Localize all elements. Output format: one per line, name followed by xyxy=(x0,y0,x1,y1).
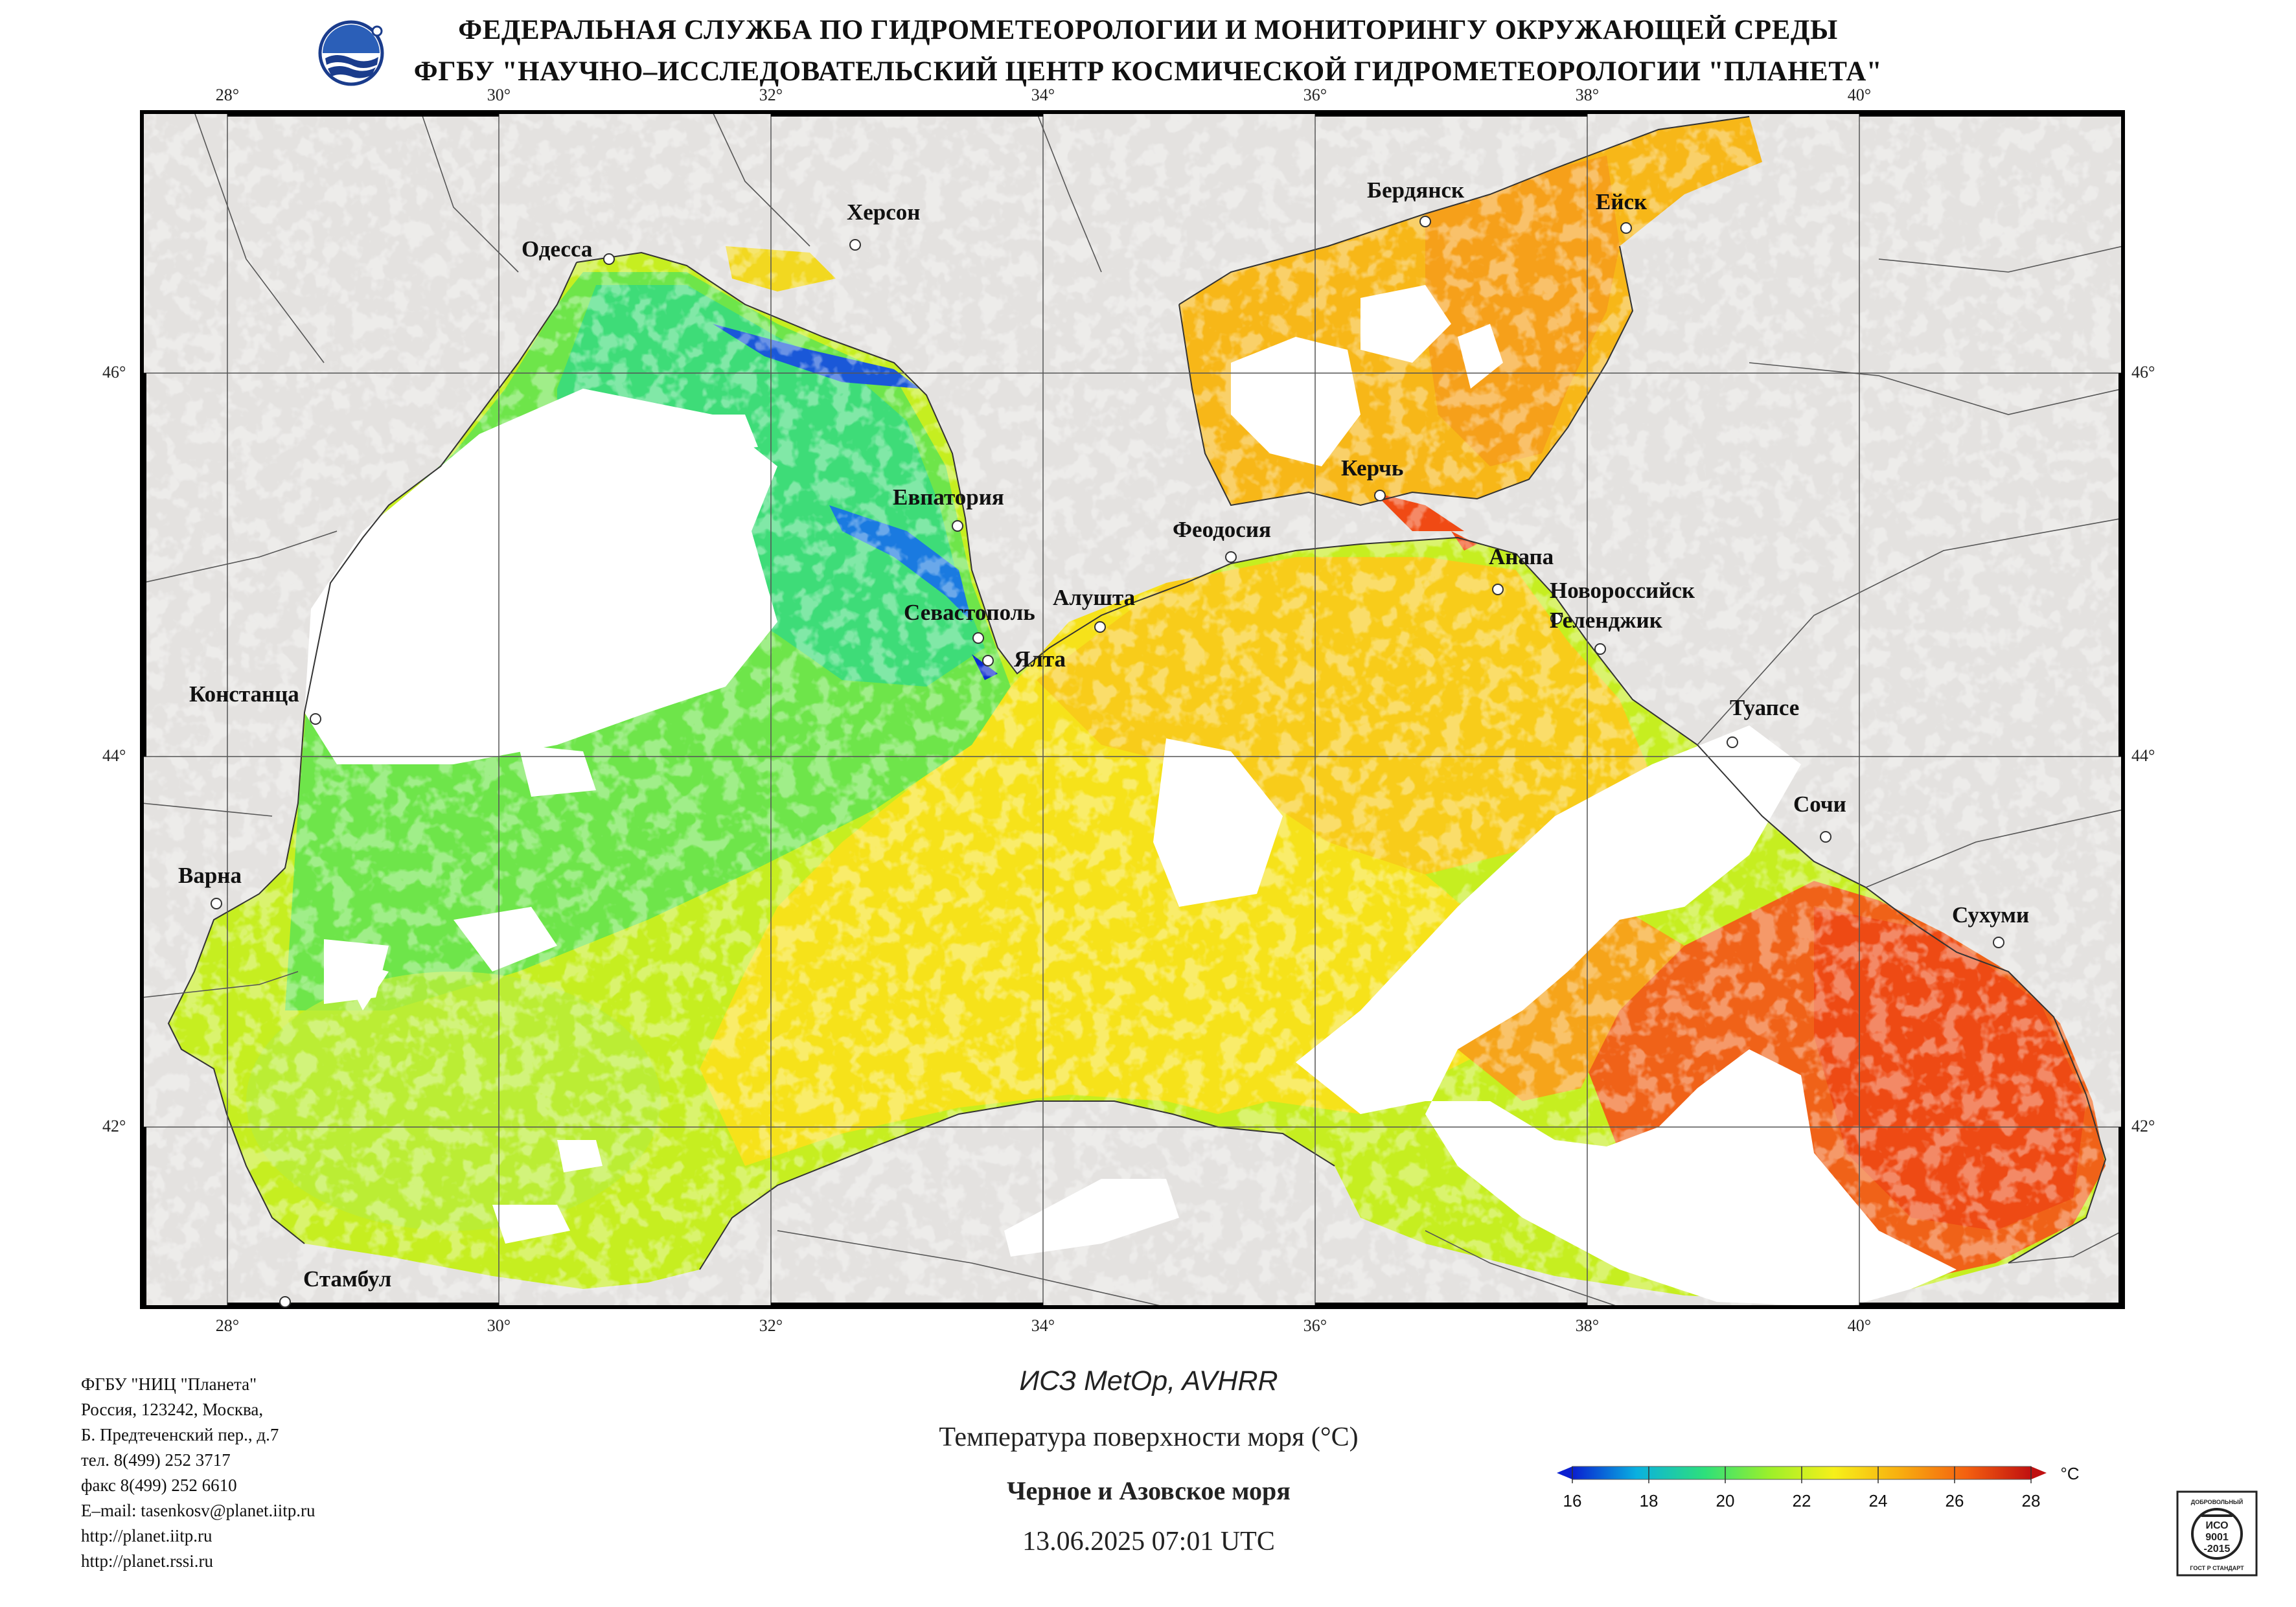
header-title-line1: ФЕДЕРАЛЬНАЯ СЛУЖБА ПО ГИДРОМЕТЕОРОЛОГИИ … xyxy=(458,15,1838,45)
colorbar-unit: °C xyxy=(2060,1464,2079,1483)
colorbar-tick-label: 18 xyxy=(1640,1491,1659,1510)
datetime-caption: 13.06.2025 07:01 UTC xyxy=(1022,1527,1275,1556)
temperature-colorbar: 16 18 20 22 24 26 28 °C xyxy=(1557,1464,2080,1510)
city-label-yalta: Ялта xyxy=(1014,646,1066,672)
lon-label-top: 28° xyxy=(215,85,240,104)
lat-label-left: 44° xyxy=(102,746,126,765)
iso-certification-stamp: ДОБРОВОЛЬНЫЙ ИСО 9001 -2015 ГОСТ Р СТАНД… xyxy=(2176,1490,2258,1577)
city-label-yeysk: Ейск xyxy=(1596,189,1647,214)
frame-side-ticks xyxy=(140,110,2125,1309)
lon-label-bottom: 40° xyxy=(1847,1316,1872,1335)
city-label-berdyansk: Бердянск xyxy=(1367,177,1465,203)
lat-label-left: 46° xyxy=(102,363,126,382)
city-label-novorossiysk: Новороссийск xyxy=(1550,578,1695,603)
contact-line: тел. 8(499) 252 3717 xyxy=(81,1450,231,1470)
city-label-evpatoria: Евпатория xyxy=(893,484,1004,510)
iso-stamp-text: -2015 xyxy=(2204,1544,2231,1555)
iso-stamp-bottom-text: ГОСТ Р СТАНДАРТ xyxy=(2190,1565,2244,1571)
city-label-kherson: Херсон xyxy=(847,199,921,225)
iso-stamp-text: 9001 xyxy=(2205,1532,2229,1543)
contact-line: ФГБУ "НИЦ "Планета" xyxy=(81,1374,257,1394)
contact-link[interactable]: http://planet.rssi.ru xyxy=(81,1551,213,1571)
city-label-istanbul: Стамбул xyxy=(303,1266,392,1292)
city-label-odessa: Одесса xyxy=(522,236,593,262)
colorbar-min-arrow xyxy=(1557,1466,1572,1479)
contact-link[interactable]: http://planet.iitp.ru xyxy=(81,1526,212,1545)
lon-label-top: 30° xyxy=(487,85,511,104)
city-label-varna: Варна xyxy=(178,863,242,888)
lon-label-top: 34° xyxy=(1031,85,1055,104)
city-label-sukhumi: Сухуми xyxy=(1952,902,2030,928)
city-label-kerch: Керчь xyxy=(1341,455,1404,481)
lon-label-bottom: 34° xyxy=(1031,1316,1055,1335)
city-label-anapa: Анапа xyxy=(1489,544,1554,569)
data-speckle-overlay xyxy=(142,112,2123,1307)
iso-stamp-text: ИСО xyxy=(2205,1520,2228,1531)
lon-label-top: 40° xyxy=(1847,85,1872,104)
graticule xyxy=(142,112,2123,1307)
iso-stamp-top-text: ДОБРОВОЛЬНЫЙ xyxy=(2191,1498,2243,1505)
lon-label-top: 32° xyxy=(759,85,783,104)
colorbar-tick-label: 16 xyxy=(1563,1491,1582,1510)
contact-line: факс 8(499) 252 6610 xyxy=(81,1476,237,1495)
city-markers xyxy=(211,216,2004,1308)
lon-label-bottom: 36° xyxy=(1303,1316,1327,1335)
colorbar-tick-label: 24 xyxy=(1869,1491,1888,1510)
colorbar-ticks xyxy=(1572,1466,2032,1483)
lat-label-right: 42° xyxy=(2131,1117,2155,1135)
lat-label-left: 42° xyxy=(102,1117,126,1135)
contact-line: Россия, 123242, Москва, xyxy=(81,1400,264,1419)
colorbar-tick-label: 22 xyxy=(1793,1491,1811,1510)
lon-label-bottom: 30° xyxy=(487,1316,511,1335)
roshydromet-logo xyxy=(318,20,384,86)
city-label-alushta: Алушта xyxy=(1053,585,1136,610)
city-label-feodosia: Феодосия xyxy=(1173,517,1271,542)
lon-label-top: 36° xyxy=(1303,85,1327,104)
colorbar-tick-label: 20 xyxy=(1716,1491,1735,1510)
lat-label-right: 46° xyxy=(2131,363,2155,382)
city-label-gelendzhik: Геленджик xyxy=(1550,608,1662,633)
parameter-caption: Температура поверхности моря (°C) xyxy=(939,1422,1359,1452)
lon-label-top: 38° xyxy=(1575,85,1600,104)
region-caption: Черное и Азовское моря xyxy=(1007,1476,1291,1505)
city-label-tuapse: Туапсе xyxy=(1730,695,1800,720)
satellite-caption: ИСЗ MetOp, AVHRR xyxy=(1019,1365,1278,1396)
city-label-sochi: Сочи xyxy=(1793,792,1846,817)
colorbar-max-arrow xyxy=(2031,1466,2047,1479)
city-label-constanta: Констанца xyxy=(189,681,299,707)
contact-line: Б. Предтеченский пер., д.7 xyxy=(81,1425,279,1444)
header-title-line2: ФГБУ "НАУЧНО–ИССЛЕДОВАТЕЛЬСКИЙ ЦЕНТР КОС… xyxy=(413,56,1883,87)
lon-label-bottom: 28° xyxy=(215,1316,240,1335)
coastlines-and-borders xyxy=(142,112,2123,1307)
lon-label-bottom: 32° xyxy=(759,1316,783,1335)
colorbar-tick-label: 28 xyxy=(2022,1491,2041,1510)
colorbar-tick-label: 26 xyxy=(1946,1491,1964,1510)
contact-email[interactable]: E–mail: tasenkosv@planet.iitp.ru xyxy=(81,1501,316,1520)
lon-label-bottom: 38° xyxy=(1575,1316,1600,1335)
city-label-sevastopol: Севастополь xyxy=(904,600,1035,625)
lat-label-right: 44° xyxy=(2131,746,2155,765)
